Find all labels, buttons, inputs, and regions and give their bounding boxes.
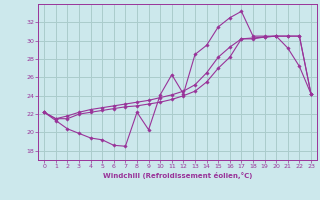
X-axis label: Windchill (Refroidissement éolien,°C): Windchill (Refroidissement éolien,°C) bbox=[103, 172, 252, 179]
